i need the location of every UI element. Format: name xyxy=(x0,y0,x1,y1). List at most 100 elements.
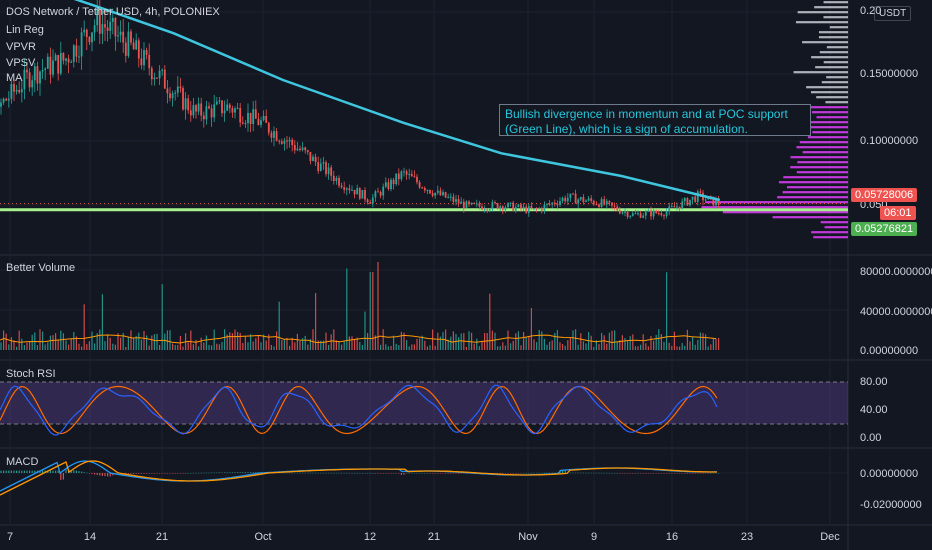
macd-histogram-bar xyxy=(328,472,330,474)
macd-histogram-bar xyxy=(413,472,415,474)
volume-bar xyxy=(432,329,434,350)
indicator-lin-reg[interactable]: Lin Reg xyxy=(6,24,44,36)
macd-histogram-bar xyxy=(125,473,127,474)
volume-bar xyxy=(666,272,668,350)
candle-body xyxy=(343,187,346,190)
macd-histogram-bar xyxy=(96,473,98,475)
candle-body xyxy=(205,106,208,120)
macd-pane-title[interactable]: MACD xyxy=(6,456,39,468)
annotation-line-2: (Green Line), which is a sign of accumul… xyxy=(505,122,748,136)
volume-bar xyxy=(270,344,272,350)
macd-histogram-bar xyxy=(663,473,665,474)
candle-body xyxy=(122,31,125,43)
candle-body xyxy=(0,102,2,107)
candle-body xyxy=(192,105,195,116)
volume-bar xyxy=(75,336,77,350)
volume-bar xyxy=(49,335,51,350)
candle-body xyxy=(223,110,226,114)
macd-histogram-bar xyxy=(309,472,311,474)
candle-body xyxy=(657,213,660,215)
volume-bar xyxy=(42,331,44,350)
volume-profile-bar xyxy=(811,56,848,59)
volume-bar xyxy=(151,335,153,350)
volume-bar xyxy=(562,344,564,350)
candle-body xyxy=(483,209,486,211)
candle-body xyxy=(88,37,91,43)
volume-bar xyxy=(528,336,530,350)
volume-bar xyxy=(138,332,140,350)
candle-body xyxy=(527,206,530,213)
volume-bar xyxy=(216,343,218,350)
candle-body xyxy=(111,18,114,22)
candle-body xyxy=(637,213,639,215)
macd-histogram-bar xyxy=(697,473,699,474)
candle-body xyxy=(213,104,216,118)
candle-body xyxy=(434,192,437,196)
macd-histogram-bar xyxy=(315,472,317,474)
volume-pane-title[interactable]: Better Volume xyxy=(6,262,76,274)
candle-body xyxy=(457,199,460,204)
volume-bar xyxy=(473,343,475,350)
macd-histogram-bar xyxy=(395,473,397,474)
candle-body xyxy=(694,196,697,202)
candle-body xyxy=(293,145,296,151)
annotation-box[interactable]: Bullish divergence in momentum and at PO… xyxy=(499,104,811,136)
volume-bar xyxy=(296,333,298,350)
macd-histogram-bar xyxy=(242,472,244,473)
volume-bar xyxy=(478,346,480,350)
volume-bar xyxy=(616,341,618,350)
volume-bar xyxy=(242,342,244,350)
macd-histogram-bar xyxy=(153,473,155,474)
candle-body xyxy=(335,177,338,181)
volume-bar xyxy=(143,331,145,350)
macd-histogram-bar xyxy=(294,472,296,474)
macd-histogram-bar xyxy=(55,470,57,473)
candle-body xyxy=(143,50,145,66)
volume-bar xyxy=(265,340,267,350)
candle-body xyxy=(678,206,681,209)
countdown-tag: 06:01 xyxy=(880,206,916,220)
macd-histogram-bar xyxy=(117,473,119,474)
volume-bar xyxy=(88,341,90,350)
macd-histogram-bar xyxy=(364,472,366,474)
indicator-vpvr[interactable]: VPVR xyxy=(6,41,36,53)
candle-body xyxy=(444,192,447,198)
candle-body xyxy=(535,208,538,210)
macd-histogram-bar xyxy=(109,473,111,477)
candle-body xyxy=(148,54,151,69)
candle-body xyxy=(244,123,247,125)
volume-profile-bar xyxy=(826,76,848,79)
volume-bar xyxy=(70,338,72,350)
volume-bar xyxy=(385,344,387,350)
volume-profile-bar xyxy=(806,86,848,89)
candle-body xyxy=(460,201,463,204)
volume-bar xyxy=(390,345,392,350)
volume-bar xyxy=(533,339,535,350)
indicator-vpsv[interactable]: VPSV xyxy=(6,57,36,69)
candle-body xyxy=(603,199,606,205)
candle-body xyxy=(286,140,288,142)
macd-histogram-bar xyxy=(653,473,655,474)
macd-histogram-bar xyxy=(655,473,657,474)
volume-bar xyxy=(361,344,363,350)
candle-body xyxy=(283,140,286,144)
indicator-ma[interactable]: MA xyxy=(6,72,23,84)
macd-histogram-bar xyxy=(658,473,660,474)
macd-histogram-bar xyxy=(49,470,51,473)
candle-body xyxy=(85,29,88,38)
macd-histogram-bar xyxy=(601,472,603,474)
candle-body xyxy=(299,148,301,150)
candle-body xyxy=(150,68,153,80)
macd-histogram-bar xyxy=(289,472,291,474)
candle-body xyxy=(189,110,192,116)
volume-bar xyxy=(338,342,340,350)
time-tick-11: Dec xyxy=(820,531,840,543)
stoch-pane-title[interactable]: Stoch RSI xyxy=(6,368,56,380)
currency-button[interactable]: USDT xyxy=(874,6,912,21)
macd-histogram-bar xyxy=(510,473,512,474)
candle-body xyxy=(28,72,31,88)
candle-body xyxy=(408,173,411,175)
candle-body xyxy=(660,213,663,216)
macd-histogram-bar xyxy=(426,473,428,474)
